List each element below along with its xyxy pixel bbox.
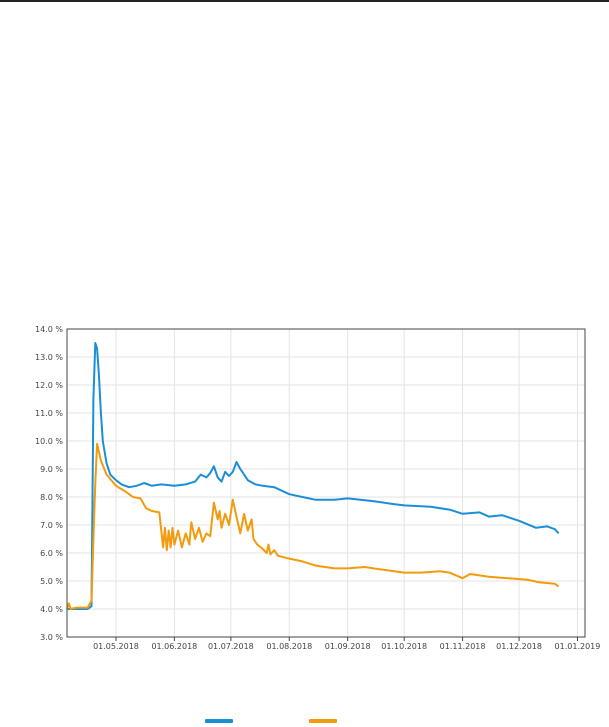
x-axis-ticks: 01.05.2018 01.06.2018 01.07.2018 01.08.2018…: [93, 637, 600, 651]
y-tick-label: 6.0 %: [40, 549, 63, 558]
chart-svg: 3.0 % 4.0 % 5.0 % 6.0 % 7.0 % 8.0 % 9.0 % 10.0 …: [35, 325, 600, 651]
series-layer: [66, 342, 560, 610]
y-tick-label: 14.0 %: [35, 325, 63, 334]
x-tick-label: 01.01.2019: [555, 642, 601, 651]
y-tick-label: 5.0 %: [40, 577, 63, 586]
plot-frame: [66, 328, 586, 638]
x-tick-label: 01.10.2018: [381, 642, 427, 651]
line-chart: 3.0 % 4.0 % 5.0 % 6.0 % 7.0 % 8.0 % 9.0 % 10.0 …: [0, 318, 609, 658]
y-tick-label: 8.0 %: [40, 493, 63, 502]
y-axis-ticks: 3.0 % 4.0 % 5.0 % 6.0 % 7.0 % 8.0 % 9.0 % 10.0 …: [35, 325, 63, 642]
y-tick-label: 7.0 %: [40, 521, 63, 530]
series-line-2: [66, 442, 560, 610]
y-tick-label: 4.0 %: [40, 605, 63, 614]
legend-swatch-series-2[interactable]: [309, 719, 337, 723]
y-tick-label: 3.0 %: [40, 633, 63, 642]
top-rule: [0, 0, 609, 2]
x-tick-label: 01.06.2018: [151, 642, 197, 651]
x-tick-label: 01.12.2018: [496, 642, 542, 651]
y-tick-label: 13.0 %: [35, 353, 63, 362]
y-tick-label: 11.0 %: [35, 409, 63, 418]
legend-swatch-series-1[interactable]: [205, 719, 233, 723]
x-tick-label: 01.05.2018: [93, 642, 139, 651]
y-tick-label: 12.0 %: [35, 381, 63, 390]
y-tick-label: 10.0 %: [35, 437, 63, 446]
y-tick-label: 9.0 %: [40, 465, 63, 474]
x-tick-label: 01.08.2018: [266, 642, 312, 651]
x-tick-label: 01.07.2018: [208, 642, 254, 651]
x-tick-label: 01.09.2018: [325, 642, 371, 651]
x-tick-label: 01.11.2018: [440, 642, 486, 651]
series-line-1: [67, 342, 560, 610]
